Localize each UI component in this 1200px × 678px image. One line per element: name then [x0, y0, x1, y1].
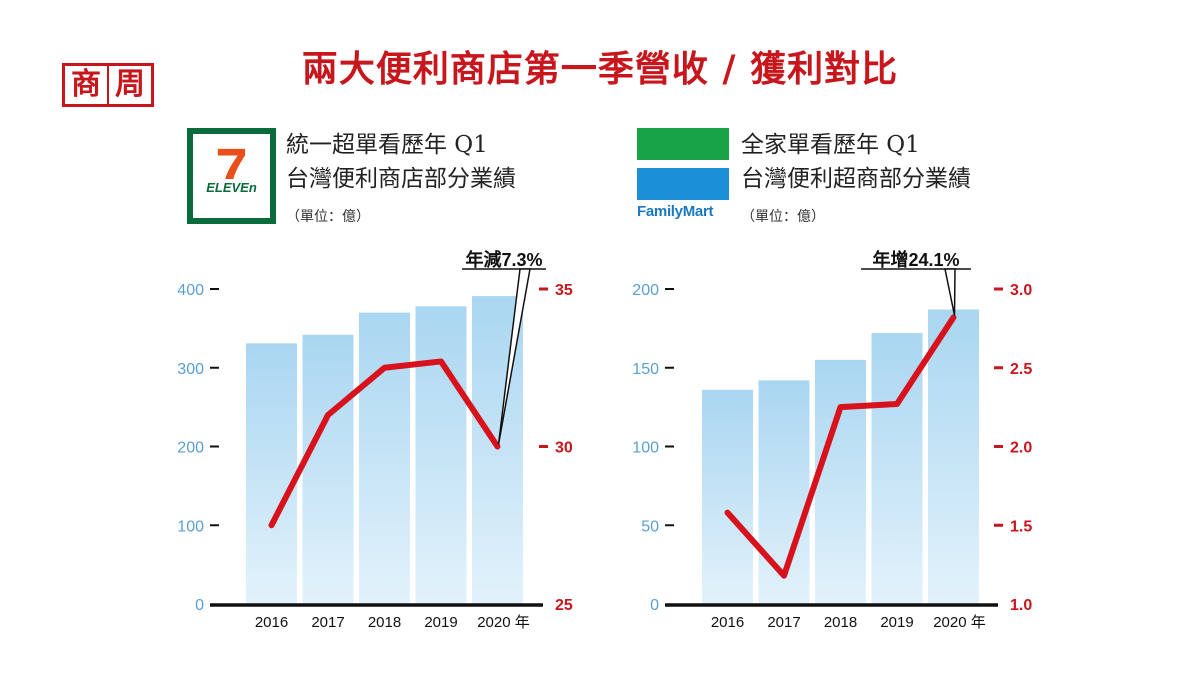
chart2-profit-point [952, 315, 955, 319]
chart1-x-label: 2017 [311, 614, 344, 631]
chart2-x-label: 2018 [824, 614, 857, 631]
chart2-right-tick-label: 1.5 [1010, 518, 1032, 535]
chart2-profit-point [895, 402, 899, 406]
chart1-left-tick-label: 100 [177, 518, 204, 535]
page-title: 兩大便利商店第一季營收 / 獲利對比 [301, 48, 899, 90]
chart2-profit-point [726, 511, 729, 515]
chart1-x-label: 2019 [424, 614, 457, 631]
chart1-left-tick-label: 400 [177, 282, 204, 299]
chart2-left-tick-label: 200 [632, 282, 659, 299]
chart1-x-label: 2020 年 [477, 614, 530, 631]
chart1-bar-2019 [415, 306, 467, 604]
logo-eleven-text: ELEVEn [197, 179, 266, 197]
chart1-right-tick-label: 25 [555, 597, 573, 614]
left-panel-heading: 統一超單看歷年 Q1 台灣便利商店部分業績 （單位：億） [286, 128, 516, 226]
chart1-x-label: 2016 [255, 614, 288, 631]
right-subtitle-2: 台灣便利超商部分業績 [741, 166, 971, 192]
brand-char-1: 商 [65, 66, 109, 104]
chart2-right-tick-label: 2.5 [1010, 361, 1032, 378]
chart2-callout-text: 年增24.1% [872, 249, 959, 270]
chart2-profit-point [782, 574, 786, 578]
chart1-profit-point [270, 523, 273, 527]
chart1-right-tick-label: 35 [555, 282, 573, 299]
chart2-bar-2020 [928, 309, 979, 604]
chart2-x-label: 2019 [880, 614, 913, 631]
chart2-x-label: 2017 [767, 614, 800, 631]
chart1-profit-point [326, 413, 330, 417]
chart1-callout-text: 年減7.3% [465, 249, 542, 270]
chart1-right-tick-label: 30 [555, 440, 573, 457]
chart2-right-tick-label: 2.0 [1010, 440, 1032, 457]
chart1-bar-2016 [246, 343, 297, 604]
chart1-left-tick-label: 200 [177, 440, 204, 457]
chart1-callout-pointer [497, 268, 531, 445]
right-subtitle-1: 全家單看歷年 Q1 [741, 132, 920, 158]
chart2-profit-point [839, 405, 842, 409]
chart2-bar-2018 [815, 359, 866, 604]
brand-char-2: 周 [115, 67, 145, 102]
seven-eleven-logo: 7 ELEVEn [187, 128, 276, 224]
brand-logo: 商 周 [62, 63, 154, 107]
chart1-bar-2018 [359, 312, 410, 604]
chart1-x-label: 2018 [368, 614, 401, 631]
familymart-green-stripe [637, 128, 729, 160]
chart2-x-label: 2020 年 [933, 614, 986, 631]
chart2-left-tick-label: 0 [650, 597, 659, 614]
chart2-left-tick-label: 100 [632, 440, 659, 457]
right-panel-heading: 全家單看歷年 Q1 台灣便利超商部分業績 （單位：億） [741, 128, 971, 226]
right-unit: （單位：億） [741, 209, 825, 225]
chart2-callout-pointer [944, 268, 956, 316]
chart2-right-tick-label: 1.0 [1010, 597, 1032, 614]
chart2-left-tick-label: 150 [632, 361, 659, 378]
chart2-left-tick-label: 50 [641, 518, 659, 535]
chart1-profit-point [439, 359, 443, 363]
chart1-left-tick-label: 300 [177, 361, 204, 378]
chart2-x-label: 2016 [711, 614, 744, 631]
left-subtitle-2: 台灣便利商店部分業績 [286, 166, 516, 192]
left-unit: （單位：億） [286, 209, 370, 225]
chart1-bar-2017 [302, 334, 354, 604]
familymart-logo-text: FamilyMart [637, 203, 714, 220]
chart2-bar-2016 [702, 389, 753, 604]
chart2-right-tick-label: 3.0 [1010, 282, 1032, 299]
chart1-profit-point [383, 366, 386, 370]
chart1-left-tick-label: 0 [195, 597, 204, 614]
left-subtitle-1: 統一超單看歷年 Q1 [286, 132, 488, 158]
familymart-blue-stripe [637, 168, 729, 200]
chart1-profit-point [496, 445, 499, 448]
